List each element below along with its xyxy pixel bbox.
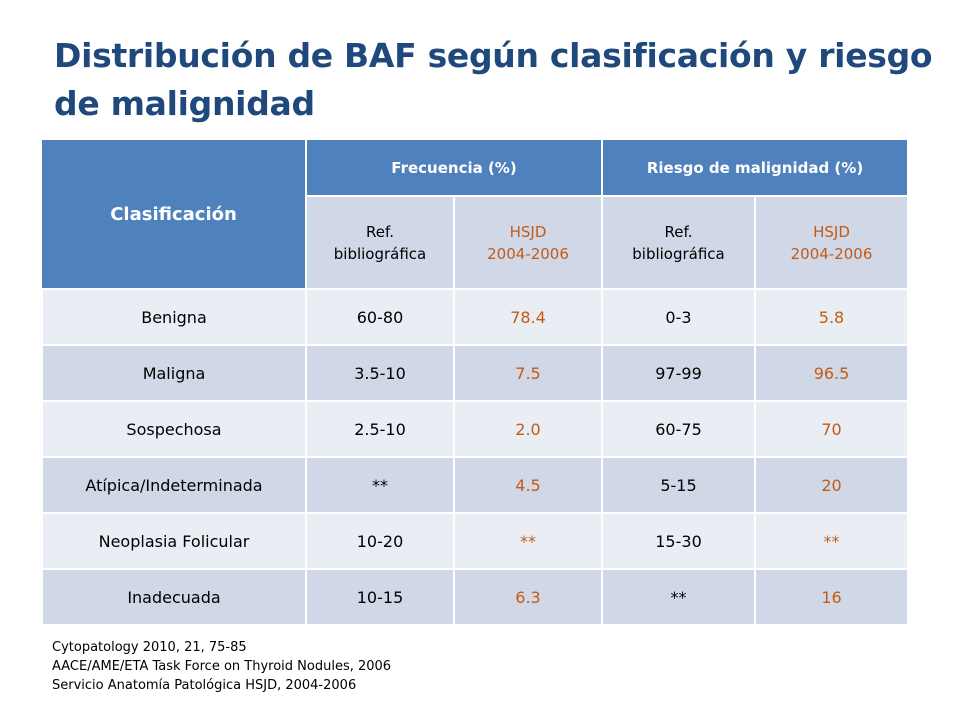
row-label: Sospechosa: [41, 400, 307, 458]
freq-hsjd-cell: 7.5: [453, 344, 603, 402]
table-row: Benigna 60-80 78.4 0-3 5.8: [41, 288, 909, 346]
freq-hsjd-cell: 78.4: [453, 288, 603, 346]
freq-ref-cell: 60-80: [305, 288, 455, 346]
row-label: Maligna: [41, 344, 307, 402]
freq-hsjd-cell: 2.0: [453, 400, 603, 458]
table-row: Inadecuada 10-15 6.3 ** 16: [41, 568, 909, 626]
risk-ref-cell: 60-75: [601, 400, 756, 458]
header-frecuencia: Frecuencia (%): [305, 140, 603, 196]
reference-line: Servicio Anatomía Patológica HSJD, 2004-…: [52, 678, 357, 693]
risk-hsjd-cell: 16: [754, 568, 909, 626]
table-row: Maligna 3.5-10 7.5 97-99 96.5: [41, 344, 909, 402]
subheader-frecuencia-ref: Ref. bibliográfica: [305, 195, 455, 290]
table-row: Neoplasia Folicular 10-20 ** 15-30 **: [41, 512, 909, 570]
freq-ref-cell: **: [305, 456, 455, 514]
risk-hsjd-cell: 20: [754, 456, 909, 514]
risk-ref-cell: 15-30: [601, 512, 756, 570]
subheader-riesgo-ref: Ref. bibliográfica: [601, 195, 756, 290]
slide-title: Distribución de BAF según clasificación …: [54, 36, 933, 123]
risk-hsjd-cell: 70: [754, 400, 909, 458]
header-riesgo-malignidad: Riesgo de malignidad (%): [601, 140, 909, 196]
subheader-frecuencia-hsjd: HSJD 2004-2006: [453, 195, 603, 290]
classification-table: Clasificación Frecuencia (%) Riesgo de m…: [41, 140, 909, 626]
table-row: Atípica/Indeterminada ** 4.5 5-15 20: [41, 456, 909, 514]
freq-hsjd-cell: **: [453, 512, 603, 570]
freq-ref-cell: 10-15: [305, 568, 455, 626]
risk-hsjd-cell: 96.5: [754, 344, 909, 402]
freq-ref-cell: 10-20: [305, 512, 455, 570]
row-label: Inadecuada: [41, 568, 307, 626]
risk-hsjd-cell: 5.8: [754, 288, 909, 346]
references-notes: Cytopatology 2010, 21, 75-85 AACE/AME/ET…: [52, 638, 391, 695]
row-label: Atípica/Indeterminada: [41, 456, 307, 514]
reference-line: AACE/AME/ETA Task Force on Thyroid Nodul…: [52, 659, 392, 674]
freq-ref-cell: 2.5-10: [305, 400, 455, 458]
table-row: Sospechosa 2.5-10 2.0 60-75 70: [41, 400, 909, 458]
subheader-riesgo-hsjd: HSJD 2004-2006: [754, 195, 909, 290]
freq-ref-cell: 3.5-10: [305, 344, 455, 402]
risk-ref-cell: 5-15: [601, 456, 756, 514]
risk-ref-cell: 0-3: [601, 288, 756, 346]
risk-hsjd-cell: **: [754, 512, 909, 570]
row-label: Benigna: [41, 288, 307, 346]
freq-hsjd-cell: 6.3: [453, 568, 603, 626]
header-clasificacion: Clasificación: [42, 140, 307, 289]
risk-ref-cell: **: [601, 568, 756, 626]
reference-line: Cytopatology 2010, 21, 75-85: [52, 640, 247, 655]
row-label: Neoplasia Folicular: [41, 512, 307, 570]
freq-hsjd-cell: 4.5: [453, 456, 603, 514]
risk-ref-cell: 97-99: [601, 344, 756, 402]
